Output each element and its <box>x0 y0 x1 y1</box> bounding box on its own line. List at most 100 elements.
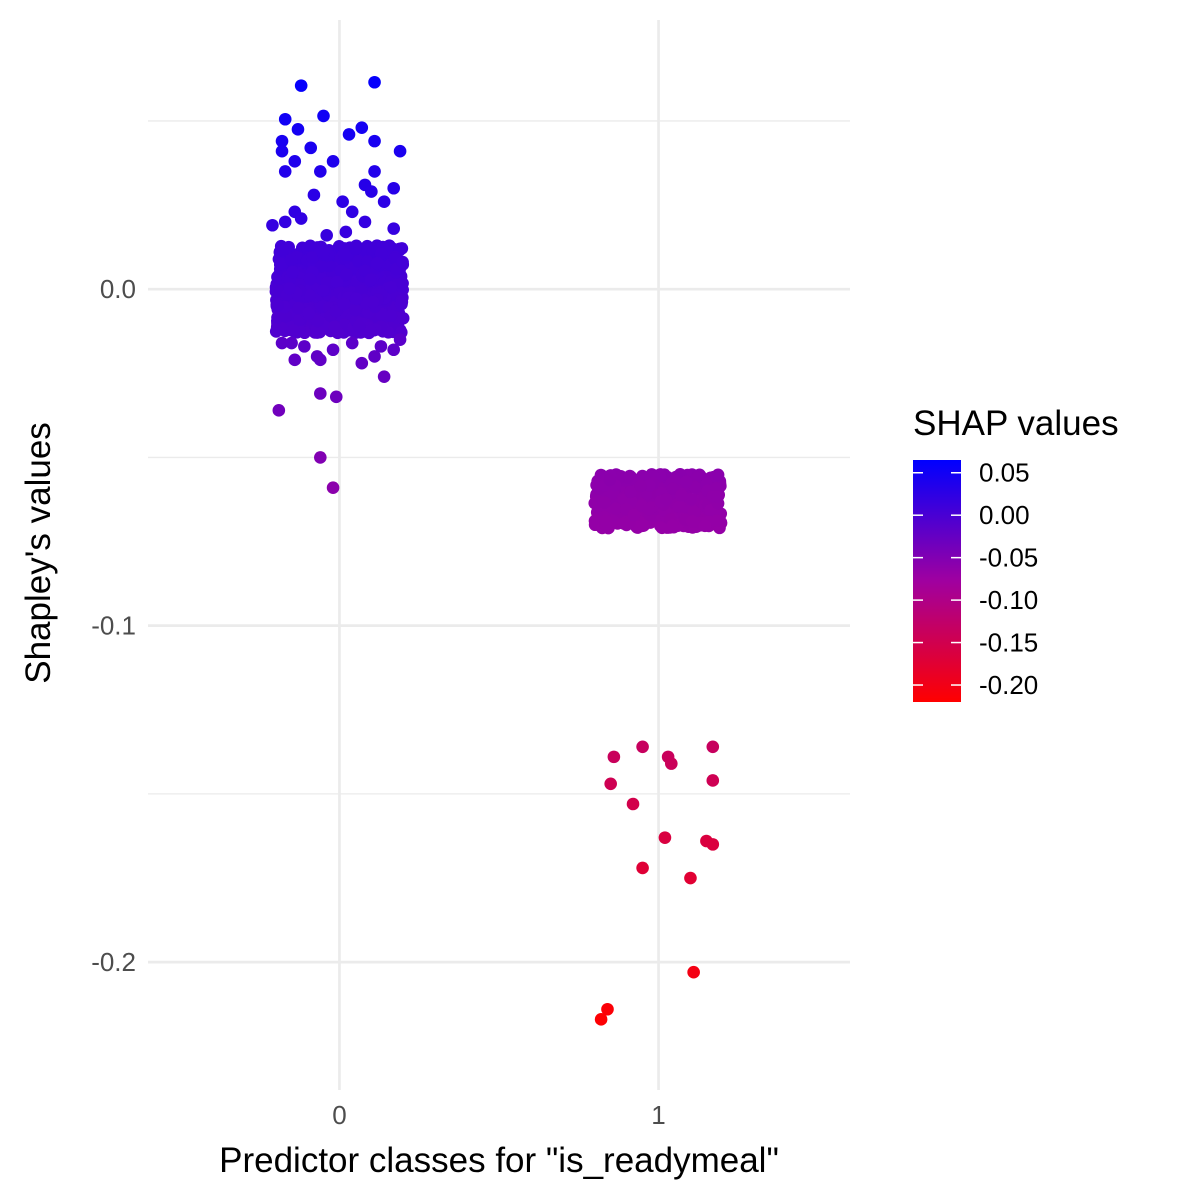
data-point <box>659 493 673 506</box>
data-point <box>684 871 697 885</box>
data-point <box>355 121 369 134</box>
data-point <box>286 265 299 279</box>
colorbar-label: -0.15 <box>979 628 1038 658</box>
data-point <box>275 134 289 148</box>
data-point <box>642 503 656 516</box>
data-point <box>396 277 409 290</box>
data-point <box>370 256 384 270</box>
data-point <box>364 273 377 287</box>
data-point <box>311 314 325 328</box>
data-point <box>275 144 289 158</box>
data-point <box>609 502 623 516</box>
colorbar <box>913 460 961 702</box>
data-point <box>689 481 702 494</box>
data-point <box>377 195 391 208</box>
data-point <box>374 247 388 260</box>
data-point <box>711 490 725 503</box>
data-point <box>684 492 698 506</box>
data-point <box>294 212 308 225</box>
data-point <box>316 284 330 297</box>
legend: SHAP values 0.05 0.00 -0.05 -0.10 -0.15 -0.20 <box>913 404 1119 702</box>
y-tick-label: -0.1 <box>91 611 136 641</box>
legend-title: SHAP values <box>913 404 1119 443</box>
data-point <box>710 514 724 528</box>
data-point <box>328 320 341 334</box>
data-point <box>393 333 407 346</box>
data-point <box>338 248 352 261</box>
data-point <box>272 404 286 417</box>
data-point <box>396 311 410 325</box>
data-point <box>320 229 333 242</box>
data-point <box>706 774 720 787</box>
data-point <box>687 965 700 979</box>
data-point <box>675 489 688 502</box>
data-point <box>698 519 712 533</box>
data-point <box>627 508 641 522</box>
data-point <box>326 481 340 495</box>
data-point <box>314 387 327 400</box>
x-tick-label: 0 <box>332 1100 346 1130</box>
colorbar-label: -0.20 <box>979 670 1038 700</box>
data-point <box>665 757 678 770</box>
data-point <box>366 295 380 309</box>
data-point <box>278 165 292 178</box>
data-point <box>368 75 381 89</box>
data-point <box>271 299 285 312</box>
data-point <box>384 309 398 323</box>
data-point <box>666 482 680 495</box>
data-point <box>315 259 328 273</box>
data-point <box>393 144 407 158</box>
data-point <box>337 297 351 311</box>
data-point <box>673 500 686 513</box>
axis-labels: 0.0 -0.1 -0.2 0 1 <box>91 274 666 1130</box>
data-point <box>349 292 363 306</box>
data-point <box>284 253 298 267</box>
data-point <box>349 303 362 317</box>
data-point <box>607 750 621 764</box>
data-point <box>330 275 344 289</box>
data-point <box>368 134 381 148</box>
data-point <box>306 251 319 264</box>
data-point <box>374 340 388 353</box>
data-point <box>634 479 647 493</box>
data-point <box>601 1002 614 1016</box>
data-point <box>355 356 369 370</box>
data-point <box>314 353 327 367</box>
data-point <box>291 123 305 136</box>
data-point <box>302 306 315 320</box>
colorbar-label: 0.00 <box>979 500 1030 530</box>
data-point <box>342 128 356 141</box>
data-point <box>276 243 290 257</box>
x-axis-title: Predictor classes for "is_readymeal" <box>219 1141 779 1180</box>
data-point <box>269 325 283 338</box>
data-point <box>358 215 372 229</box>
data-point <box>603 473 617 487</box>
data-point <box>266 218 279 232</box>
data-point <box>686 515 699 528</box>
data-point <box>637 519 650 532</box>
data-point <box>384 280 398 294</box>
data-point <box>368 350 381 363</box>
data-point <box>317 109 330 123</box>
y-tick-label: 0.0 <box>100 274 136 304</box>
data-point <box>711 468 725 482</box>
grid-lines <box>148 20 850 1090</box>
data-points <box>266 75 728 1026</box>
data-point <box>288 353 302 367</box>
data-point <box>349 242 362 256</box>
data-point <box>292 301 305 315</box>
data-point <box>624 485 637 499</box>
data-point <box>365 185 378 198</box>
data-point <box>679 475 693 488</box>
data-point <box>278 112 292 126</box>
colorbar-label: -0.05 <box>979 543 1038 573</box>
data-point <box>364 324 377 338</box>
y-axis-title: Shapley's values <box>19 422 58 684</box>
data-point <box>358 264 372 278</box>
data-point <box>594 1013 608 1026</box>
data-point <box>396 255 409 269</box>
y-tick-label: -0.2 <box>91 947 136 977</box>
data-point <box>377 370 391 383</box>
data-point <box>298 340 311 353</box>
